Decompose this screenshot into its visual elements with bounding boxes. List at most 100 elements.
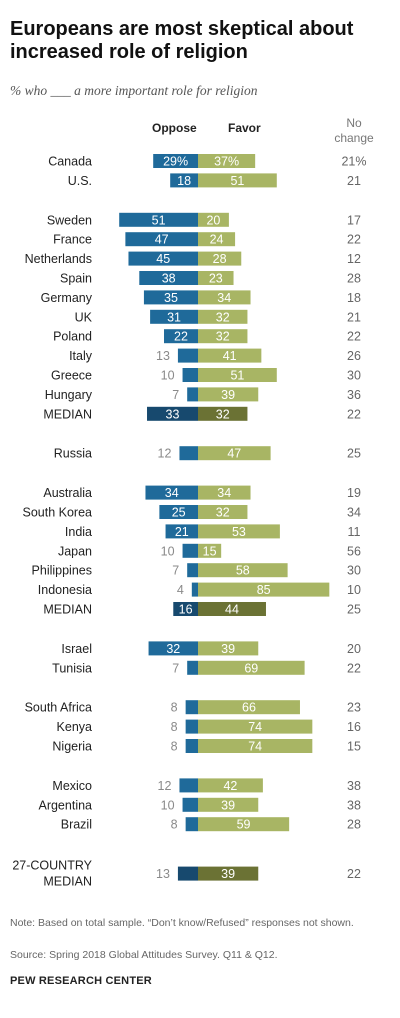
oppose-bar (165, 524, 198, 539)
row-label: U.S. (68, 174, 92, 188)
oppose-value-label: 10 (161, 798, 175, 812)
no-change-value-label: 22 (347, 407, 361, 421)
oppose-value-label: 8 (171, 818, 178, 832)
favor-value-label: 34 (217, 291, 231, 305)
favor-value-label: 47 (227, 447, 241, 461)
favor-value-label: 39 (221, 642, 235, 656)
favor-bar (198, 154, 256, 168)
favor-value-label: 23 (209, 272, 223, 286)
no-change-value-label: 12 (347, 252, 361, 266)
oppose-value-label: 16 (179, 603, 193, 617)
row-label: Netherlands (25, 252, 92, 266)
oppose-bar (187, 387, 198, 402)
oppose-bar (128, 251, 198, 266)
row-label: Nigeria (52, 740, 92, 754)
row-label-line1: 27-COUNTRY (12, 859, 92, 873)
favor-bar (198, 271, 234, 285)
oppose-bar (145, 485, 198, 500)
oppose-value-label: 31 (167, 310, 181, 324)
oppose-bar (185, 817, 198, 832)
favor-value-label: 66 (242, 701, 256, 715)
oppose-bar (177, 866, 198, 881)
favor-value-label: 32 (216, 506, 230, 520)
oppose-bar (182, 543, 198, 558)
no-change-value-label: 23 (347, 701, 361, 715)
no-change-value-label: 21 (347, 310, 361, 324)
favor-value-label: 74 (248, 740, 262, 754)
chart-note: Note: Based on total sample. “Don’t know… (10, 917, 354, 929)
row-label: Japan (58, 544, 92, 558)
favor-bar (198, 739, 313, 753)
no-change-value-label: 22 (347, 330, 361, 344)
oppose-value-label: 7 (172, 661, 179, 675)
oppose-value-label: 12 (158, 447, 172, 461)
favor-value-label: 32 (216, 330, 230, 344)
favor-value-label: 28 (213, 252, 227, 266)
row-label: Philippines (32, 564, 92, 578)
no-change-value-label: 22 (347, 233, 361, 247)
row-label: South Korea (23, 506, 93, 520)
favor-value-label: 32 (216, 407, 230, 421)
oppose-bar (185, 700, 198, 715)
no-change-value-label: 36 (347, 388, 361, 402)
favor-bar (198, 348, 262, 363)
row-label: Argentina (38, 798, 92, 812)
favor-value-label: 39 (221, 388, 235, 402)
favor-bar (198, 251, 242, 266)
oppose-bar (139, 271, 198, 285)
row-label-line2: MEDIAN (43, 875, 92, 889)
no-change-value-label: 25 (347, 447, 361, 461)
favor-bar (198, 329, 248, 344)
row-label: Israel (61, 642, 92, 656)
favor-bar (198, 660, 305, 675)
oppose-value-label: 13 (156, 349, 170, 363)
favor-bar (198, 505, 248, 519)
favor-bar (198, 582, 330, 597)
oppose-bar (185, 719, 198, 734)
favor-value-label: 74 (248, 720, 262, 734)
no-change-value-label: 21% (341, 155, 366, 169)
diverging-bar-chart: Canada 29% 37% 21% U.S. 18 51 21 Sweden 51 20 17 Fra… (12, 154, 367, 889)
favor-value-label: 39 (221, 867, 235, 881)
no-change-value-label: 30 (347, 369, 361, 383)
no-change-value-label: 21 (347, 174, 361, 188)
no-change-value-label: 28 (347, 272, 361, 286)
favor-value-label: 24 (210, 233, 224, 247)
row-label: Brazil (61, 818, 92, 832)
row-label: France (53, 233, 92, 247)
no-change-value-label: 22 (347, 661, 361, 675)
favor-bar (198, 173, 277, 188)
oppose-value-label: 8 (171, 701, 178, 715)
favor-bar (198, 778, 263, 793)
favor-bar (198, 232, 236, 247)
oppose-value-label: 29% (163, 155, 188, 169)
no-change-value-label: 18 (347, 291, 361, 305)
oppose-value-label: 18 (177, 174, 191, 188)
oppose-bar (148, 641, 198, 656)
no-change-value-label: 22 (347, 867, 361, 881)
oppose-value-label: 21 (175, 525, 189, 539)
chart-subtitle: % who ___ a more important role for reli… (10, 83, 258, 98)
oppose-bar (159, 505, 198, 519)
oppose-value-label: 10 (161, 544, 175, 558)
oppose-value-label: 8 (171, 740, 178, 754)
oppose-bar (153, 154, 198, 168)
oppose-value-label: 13 (156, 867, 170, 881)
favor-value-label: 58 (236, 564, 250, 578)
favor-bar (198, 602, 266, 616)
row-label: Russia (54, 447, 92, 461)
row-label: Mexico (52, 779, 92, 793)
row-label: Hungary (45, 388, 93, 402)
no-change-value-label: 11 (348, 525, 361, 539)
favor-value-label: 39 (221, 798, 235, 812)
favor-value-label: 41 (223, 349, 237, 363)
oppose-bar (177, 348, 198, 363)
favor-value-label: 51 (230, 174, 244, 188)
row-label: Sweden (47, 213, 92, 227)
oppose-value-label: 45 (156, 252, 170, 266)
favor-bar (198, 485, 251, 500)
favor-bar (198, 309, 248, 324)
oppose-bar (150, 309, 198, 324)
row-label: Poland (53, 330, 92, 344)
favor-value-label: 20 (206, 213, 220, 227)
